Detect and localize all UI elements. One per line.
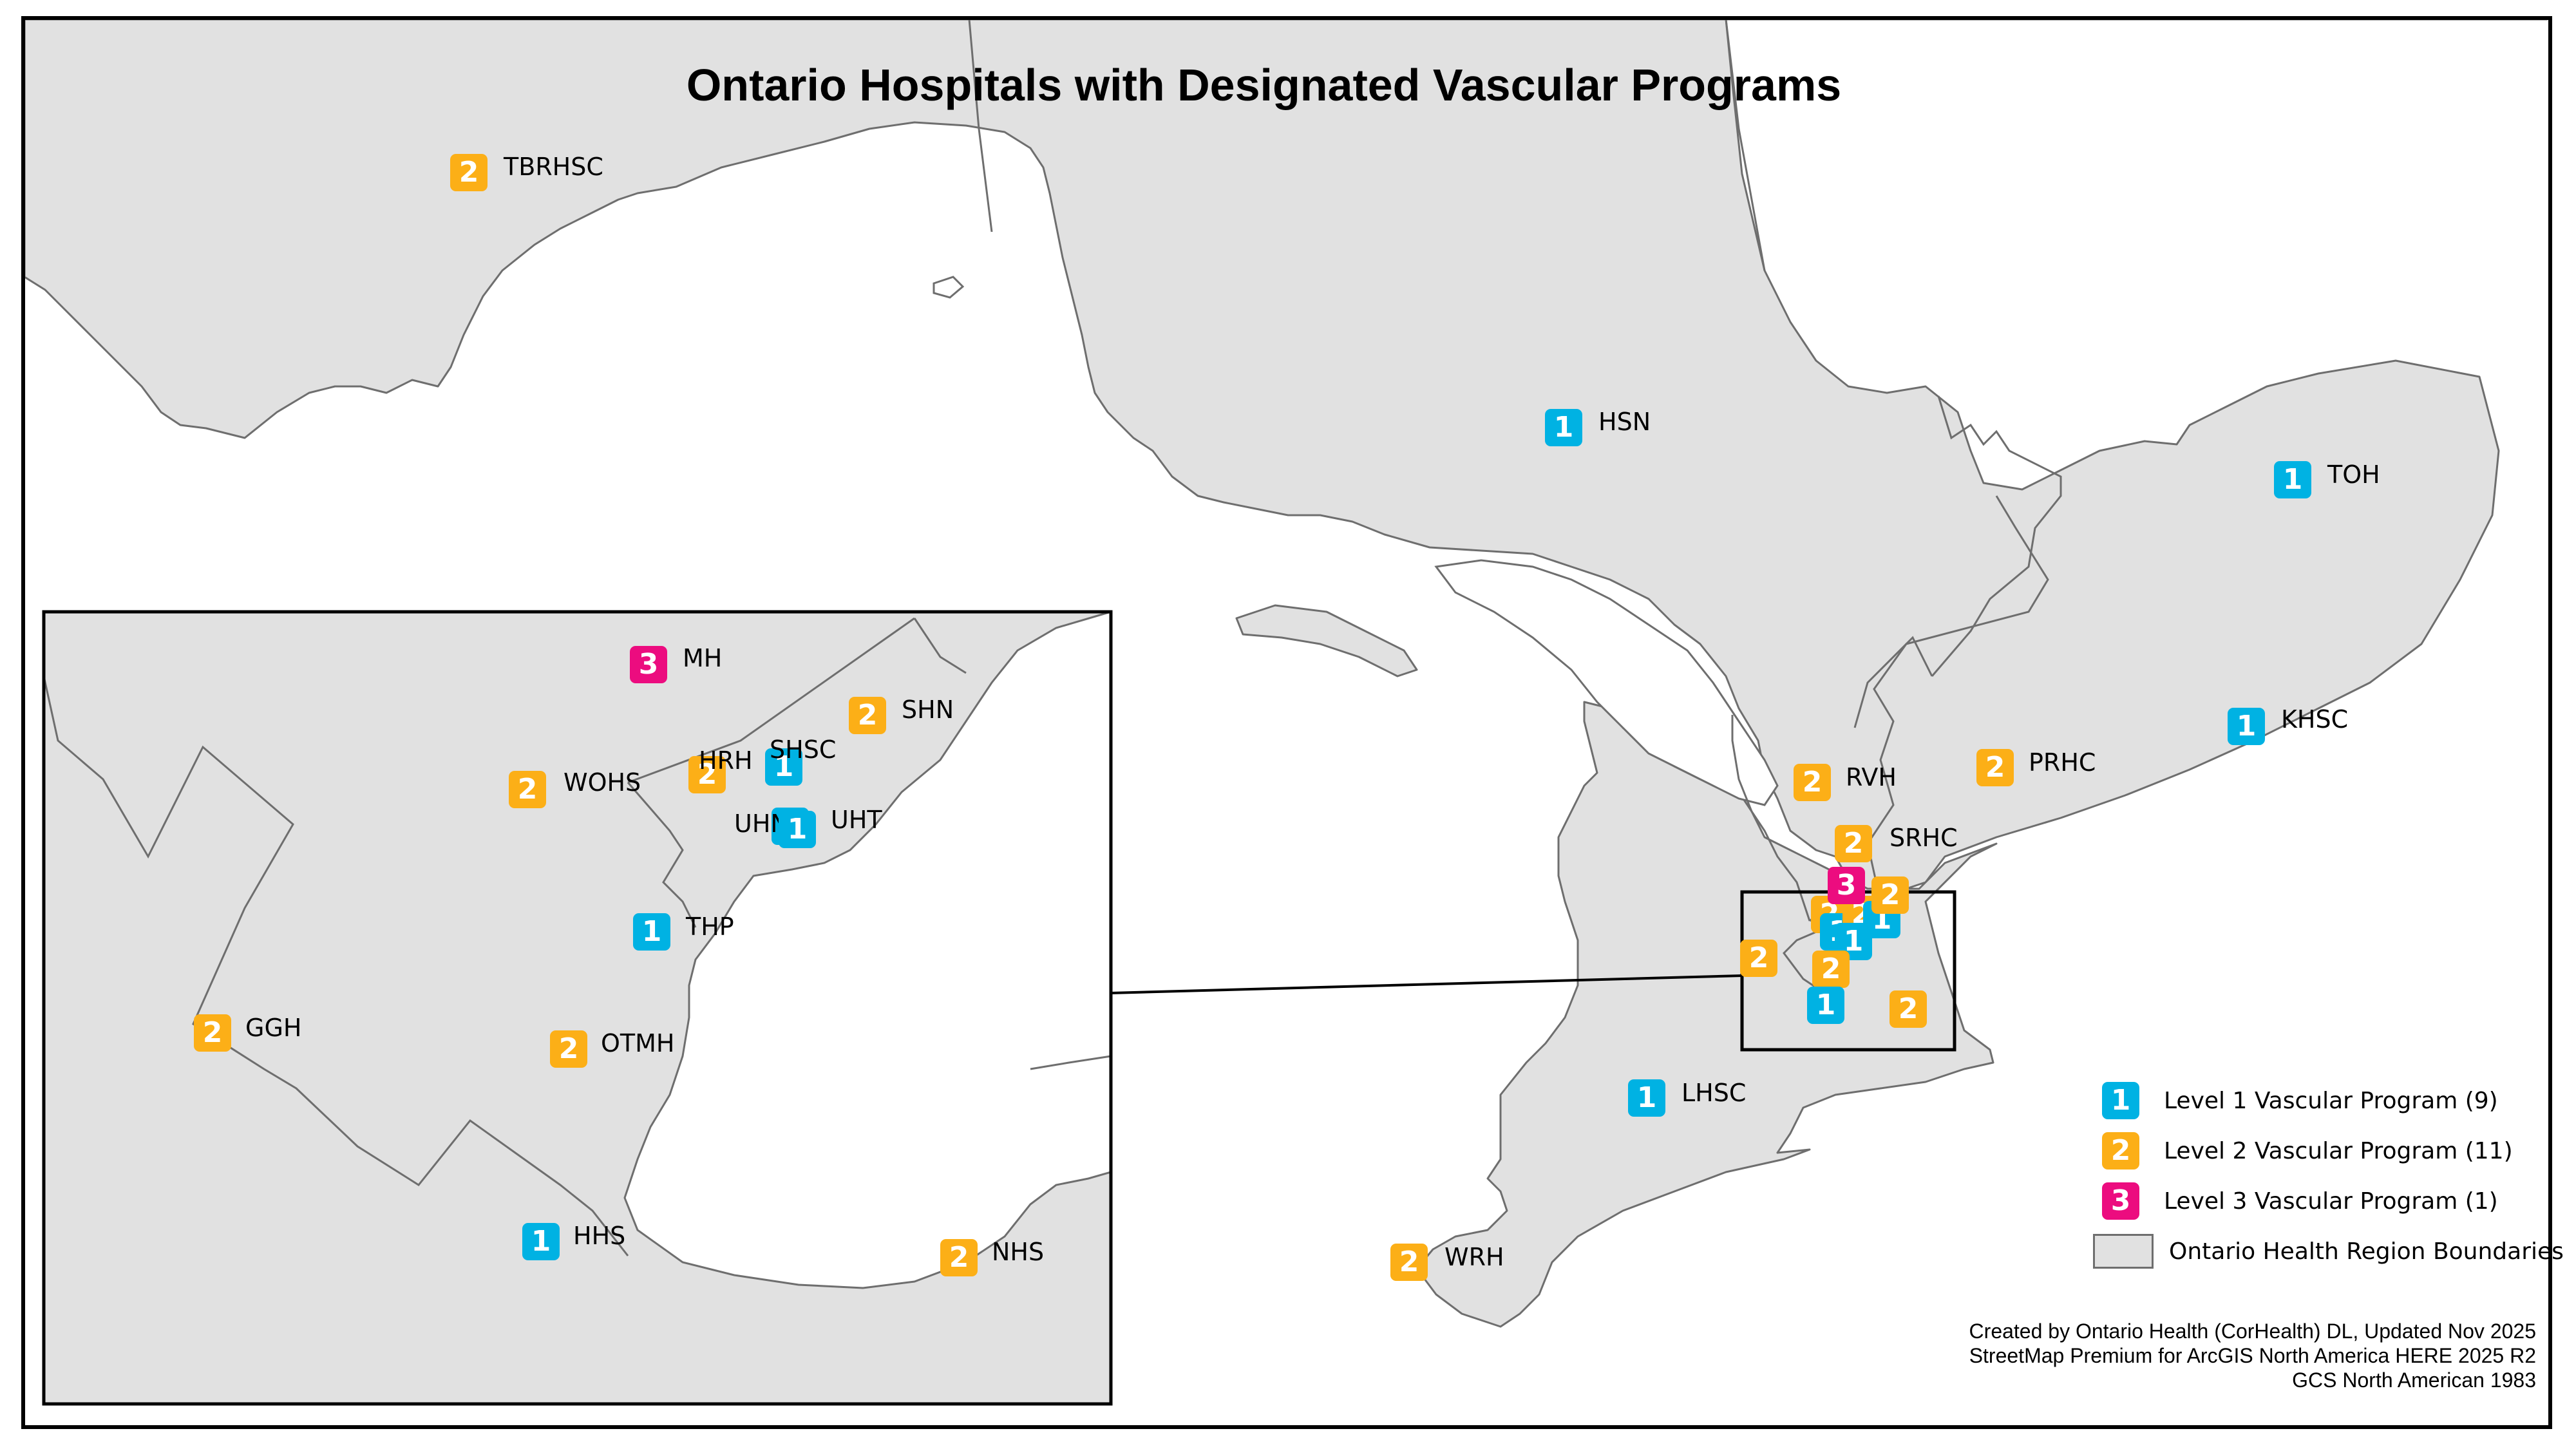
level1-hospital-marker[interactable]: 1 bbox=[1807, 987, 1844, 1024]
hospital-label-mh: MH bbox=[683, 644, 723, 672]
hospital-label-wrh: WRH bbox=[1444, 1243, 1504, 1271]
level1-hospital-marker[interactable]: 1 bbox=[522, 1223, 560, 1260]
level2-marker-icon: 2 bbox=[2102, 1132, 2139, 1170]
hospital-label-nhs: NHS bbox=[992, 1238, 1045, 1266]
level2-hospital-marker[interactable]: 2 bbox=[1835, 825, 1872, 862]
hospital-label-otmh: OTMH bbox=[601, 1029, 675, 1057]
level3-hospital-marker[interactable]: 3 bbox=[630, 646, 667, 683]
level1-hospital-marker[interactable]: 1 bbox=[2228, 708, 2265, 745]
legend-label: Level 3 Vascular Program (1) bbox=[2164, 1188, 2498, 1215]
hospital-label-lhsc: LHSC bbox=[1681, 1079, 1747, 1107]
credit-line-projection: GCS North American 1983 bbox=[2292, 1368, 2536, 1392]
level2-hospital-marker[interactable]: 2 bbox=[940, 1239, 978, 1276]
legend: 1 Level 1 Vascular Program (9) 2 Level 2… bbox=[2093, 1075, 2564, 1276]
legend-label: Ontario Health Region Boundaries bbox=[2169, 1238, 2564, 1265]
level2-hospital-marker[interactable]: 2 bbox=[1740, 940, 1777, 977]
credit-line-basemap: StreetMap Premium for ArcGIS North Ameri… bbox=[1969, 1344, 2536, 1367]
map-title: Ontario Hospitals with Designated Vascul… bbox=[686, 60, 1842, 110]
legend-item-region-boundaries: Ontario Health Region Boundaries bbox=[2093, 1226, 2564, 1276]
level1-hospital-marker[interactable]: 1 bbox=[2274, 461, 2311, 498]
level2-hospital-marker[interactable]: 2 bbox=[1390, 1244, 1428, 1281]
level1-hospital-marker[interactable]: 1 bbox=[765, 748, 802, 786]
legend-item-level2: 2 Level 2 Vascular Program (11) bbox=[2093, 1126, 2564, 1176]
level1-hospital-marker[interactable]: 1 bbox=[1628, 1079, 1665, 1117]
hospital-label-tbrhsc: TBRHSC bbox=[504, 153, 603, 181]
hospital-label-khsc: KHSC bbox=[2281, 705, 2349, 734]
level1-hospital-marker[interactable]: 1 bbox=[1545, 409, 1582, 446]
level2-hospital-marker[interactable]: 2 bbox=[849, 697, 886, 734]
hospital-label-shn: SHN bbox=[902, 696, 954, 724]
map-credits: Created by Ontario Health (CorHealth) DL… bbox=[1969, 1319, 2536, 1392]
hospital-label-hsn: HSN bbox=[1598, 408, 1651, 436]
hospital-label-shsc: SHSC bbox=[770, 735, 837, 764]
main-map-land bbox=[23, 18, 2548, 1328]
inset-frame bbox=[42, 610, 1113, 1406]
hospital-label-uht: UHT bbox=[831, 806, 882, 834]
legend-item-level1: 1 Level 1 Vascular Program (9) bbox=[2093, 1075, 2564, 1126]
level1-hospital-marker[interactable]: 1 bbox=[633, 913, 670, 951]
inset-connector-line bbox=[1110, 974, 1743, 994]
level2-hospital-marker[interactable]: 2 bbox=[1889, 990, 1927, 1028]
hospital-label-thp: THP bbox=[686, 913, 734, 941]
level2-hospital-marker[interactable]: 2 bbox=[450, 154, 488, 191]
level2-hospital-marker[interactable]: 2 bbox=[194, 1014, 231, 1052]
legend-item-level3: 3 Level 3 Vascular Program (1) bbox=[2093, 1176, 2564, 1226]
level3-hospital-marker[interactable]: 3 bbox=[1828, 867, 1865, 904]
region-boundary-swatch-icon bbox=[2093, 1234, 2154, 1269]
hospital-label-hhs: HHS bbox=[573, 1222, 626, 1250]
level2-hospital-marker[interactable]: 2 bbox=[1976, 749, 2014, 786]
legend-label: Level 1 Vascular Program (9) bbox=[2164, 1087, 2498, 1114]
inset-map bbox=[42, 610, 1113, 1406]
level2-hospital-marker[interactable]: 2 bbox=[1871, 876, 1909, 914]
hospital-label-ggh: GGH bbox=[245, 1014, 302, 1042]
level1-marker-icon: 1 bbox=[2102, 1082, 2139, 1119]
hospital-label-toh: TOH bbox=[2327, 460, 2380, 489]
credit-line-author: Created by Ontario Health (CorHealth) DL… bbox=[1969, 1320, 2536, 1343]
hospital-label-hrh: HRH bbox=[699, 746, 753, 775]
level2-hospital-marker[interactable]: 2 bbox=[688, 756, 726, 793]
level2-hospital-marker[interactable]: 2 bbox=[509, 771, 546, 808]
hospital-label-prhc: PRHC bbox=[2029, 748, 2096, 777]
hospital-label-rvh: RVH bbox=[1846, 763, 1897, 791]
level2-hospital-marker[interactable]: 2 bbox=[1794, 764, 1831, 801]
map-frame bbox=[21, 16, 2552, 1429]
hospital-label-srhc: SRHC bbox=[1889, 824, 1958, 852]
level2-hospital-marker[interactable]: 2 bbox=[1812, 951, 1850, 988]
level3-marker-icon: 3 bbox=[2102, 1182, 2139, 1220]
level1-hospital-marker[interactable]: 1 bbox=[779, 811, 816, 848]
hospital-label-wohs: WOHS bbox=[564, 768, 641, 797]
legend-label: Level 2 Vascular Program (11) bbox=[2164, 1137, 2513, 1164]
level2-hospital-marker[interactable]: 2 bbox=[550, 1030, 587, 1068]
